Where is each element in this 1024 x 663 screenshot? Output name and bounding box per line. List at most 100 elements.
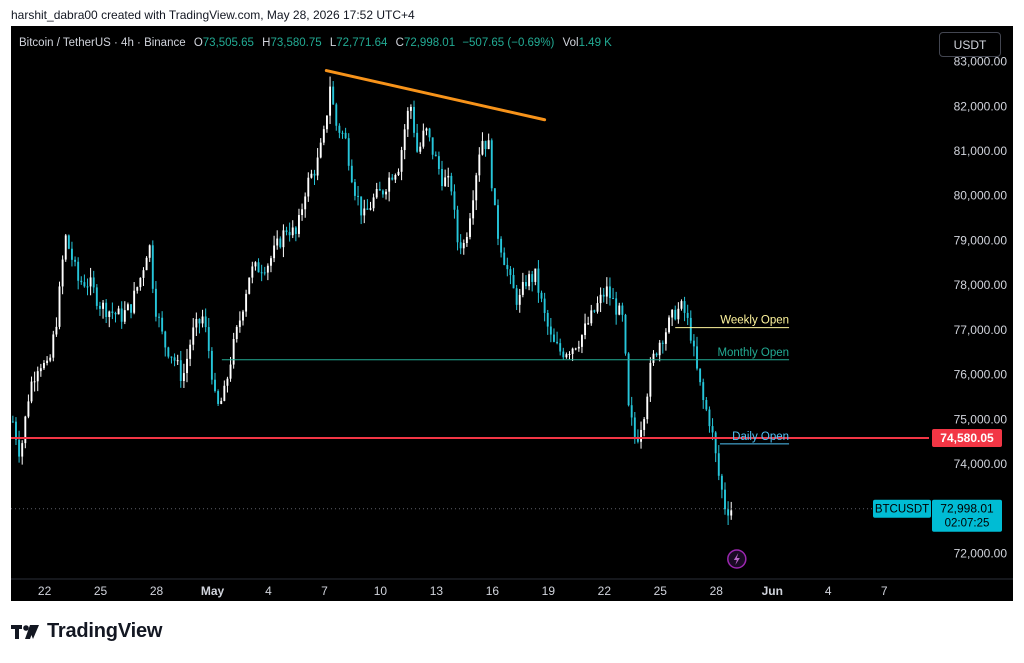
candle-body: [33, 381, 36, 383]
candle-body: [301, 209, 304, 216]
candle-body: [534, 268, 537, 282]
currency-button[interactable]: USDT: [939, 32, 1001, 57]
symbol-title[interactable]: Bitcoin / TetherUS · 4h · Binance: [19, 37, 186, 49]
y-tick-label: 78,000.00: [954, 278, 1008, 292]
x-tick-label: 28: [710, 584, 724, 598]
candle-body: [574, 348, 577, 350]
candle-body: [15, 421, 17, 440]
candle-body: [347, 138, 350, 166]
candle-body: [198, 319, 201, 324]
candle-body: [406, 110, 409, 130]
close-value: 72,998.01: [403, 37, 456, 49]
candle-body: [360, 196, 363, 216]
candle-body: [229, 364, 232, 379]
change-value: −507.65 (−0.69%): [462, 37, 555, 49]
candle-body: [372, 197, 375, 209]
candle-body: [469, 218, 471, 237]
candle-body: [245, 293, 248, 312]
last-price-label: 72,998.01: [940, 502, 994, 516]
candle-body: [74, 259, 77, 262]
candle-body: [671, 309, 674, 318]
candle-body: [114, 313, 117, 315]
chart-panel[interactable]: 83,000.00 82,000.00 81,000.00 80,000.00 79,0…: [11, 26, 1013, 601]
candle-body: [291, 227, 294, 236]
low-value: 72,771.64: [336, 37, 388, 49]
y-tick-label: 77,000.00: [954, 323, 1008, 337]
candle-body: [640, 429, 642, 442]
open-label: O: [193, 37, 203, 49]
candle-body: [400, 150, 403, 172]
candle-body: [260, 272, 263, 274]
candle-body: [624, 314, 627, 354]
last-price-box: [932, 499, 1002, 532]
candle-body: [61, 259, 64, 287]
support-price-box: [932, 429, 1002, 448]
x-tick-label: 4: [265, 584, 272, 598]
candle-body: [270, 258, 272, 266]
candle-body: [546, 312, 549, 327]
candle-body: [627, 353, 630, 406]
tradingview-icon: [11, 624, 39, 639]
candle-body: [201, 316, 204, 324]
candle-body: [633, 417, 636, 437]
candle-body: [717, 453, 720, 476]
candle-body: [528, 274, 531, 287]
candle-body: [487, 140, 490, 150]
x-tick-label: 4: [825, 584, 832, 598]
candle-body: [512, 275, 515, 289]
x-tick-label: May: [201, 584, 225, 598]
candle-body: [266, 265, 269, 273]
candle-body: [658, 342, 661, 356]
candle-body: [126, 304, 129, 311]
candle-body: [428, 128, 431, 138]
candle-body: [599, 294, 602, 304]
candle-body: [67, 235, 70, 249]
candle-body: [580, 335, 583, 347]
candle-body: [506, 264, 509, 270]
candle-body: [189, 344, 192, 359]
x-tick-label: 13: [430, 584, 444, 598]
candle-body: [319, 142, 322, 158]
candle-body: [689, 317, 692, 341]
symbol-legend: Bitcoin / TetherUS · 4h · Binance O73,50…: [19, 37, 612, 49]
candle-body: [434, 154, 437, 157]
candle-body: [702, 382, 705, 401]
candle-body: [350, 165, 353, 183]
candle-body: [108, 311, 111, 317]
candle-body: [618, 305, 621, 315]
candle-body: [30, 381, 33, 402]
candle-body: [133, 290, 136, 313]
candle-body: [170, 356, 173, 358]
candle-body: [565, 354, 568, 358]
y-tick-label: 80,000.00: [954, 189, 1008, 203]
candle-body: [257, 262, 260, 273]
candle-body: [145, 257, 148, 271]
chart-caption: harshit_dabra00 created with TradingView…: [11, 8, 415, 22]
candle-body: [444, 177, 447, 187]
candle-body: [70, 248, 73, 260]
candle-body: [388, 177, 391, 192]
candle-body: [176, 360, 179, 362]
candle-body: [437, 156, 440, 169]
candle-body: [11, 421, 14, 423]
candle-body: [232, 339, 235, 365]
candle-body: [282, 230, 285, 248]
candle-body: [313, 173, 316, 176]
candle-body: [668, 317, 670, 333]
candle-body: [652, 353, 655, 363]
price-chart[interactable]: 83,000.00 82,000.00 81,000.00 80,000.00 79,0…: [11, 26, 1013, 601]
candle-body: [422, 130, 425, 147]
candle-body: [329, 86, 332, 116]
candle-body: [381, 190, 384, 195]
candle-body: [413, 106, 415, 133]
candle-body: [462, 243, 465, 249]
candle-body: [472, 200, 475, 219]
candle-body: [621, 305, 624, 315]
candle-body: [344, 132, 347, 139]
candle-body: [577, 346, 580, 349]
candle-body: [559, 343, 562, 352]
candle-body: [661, 342, 664, 344]
x-tick-label: 16: [486, 584, 500, 598]
candle-body: [450, 175, 453, 192]
candle-body: [89, 277, 92, 287]
